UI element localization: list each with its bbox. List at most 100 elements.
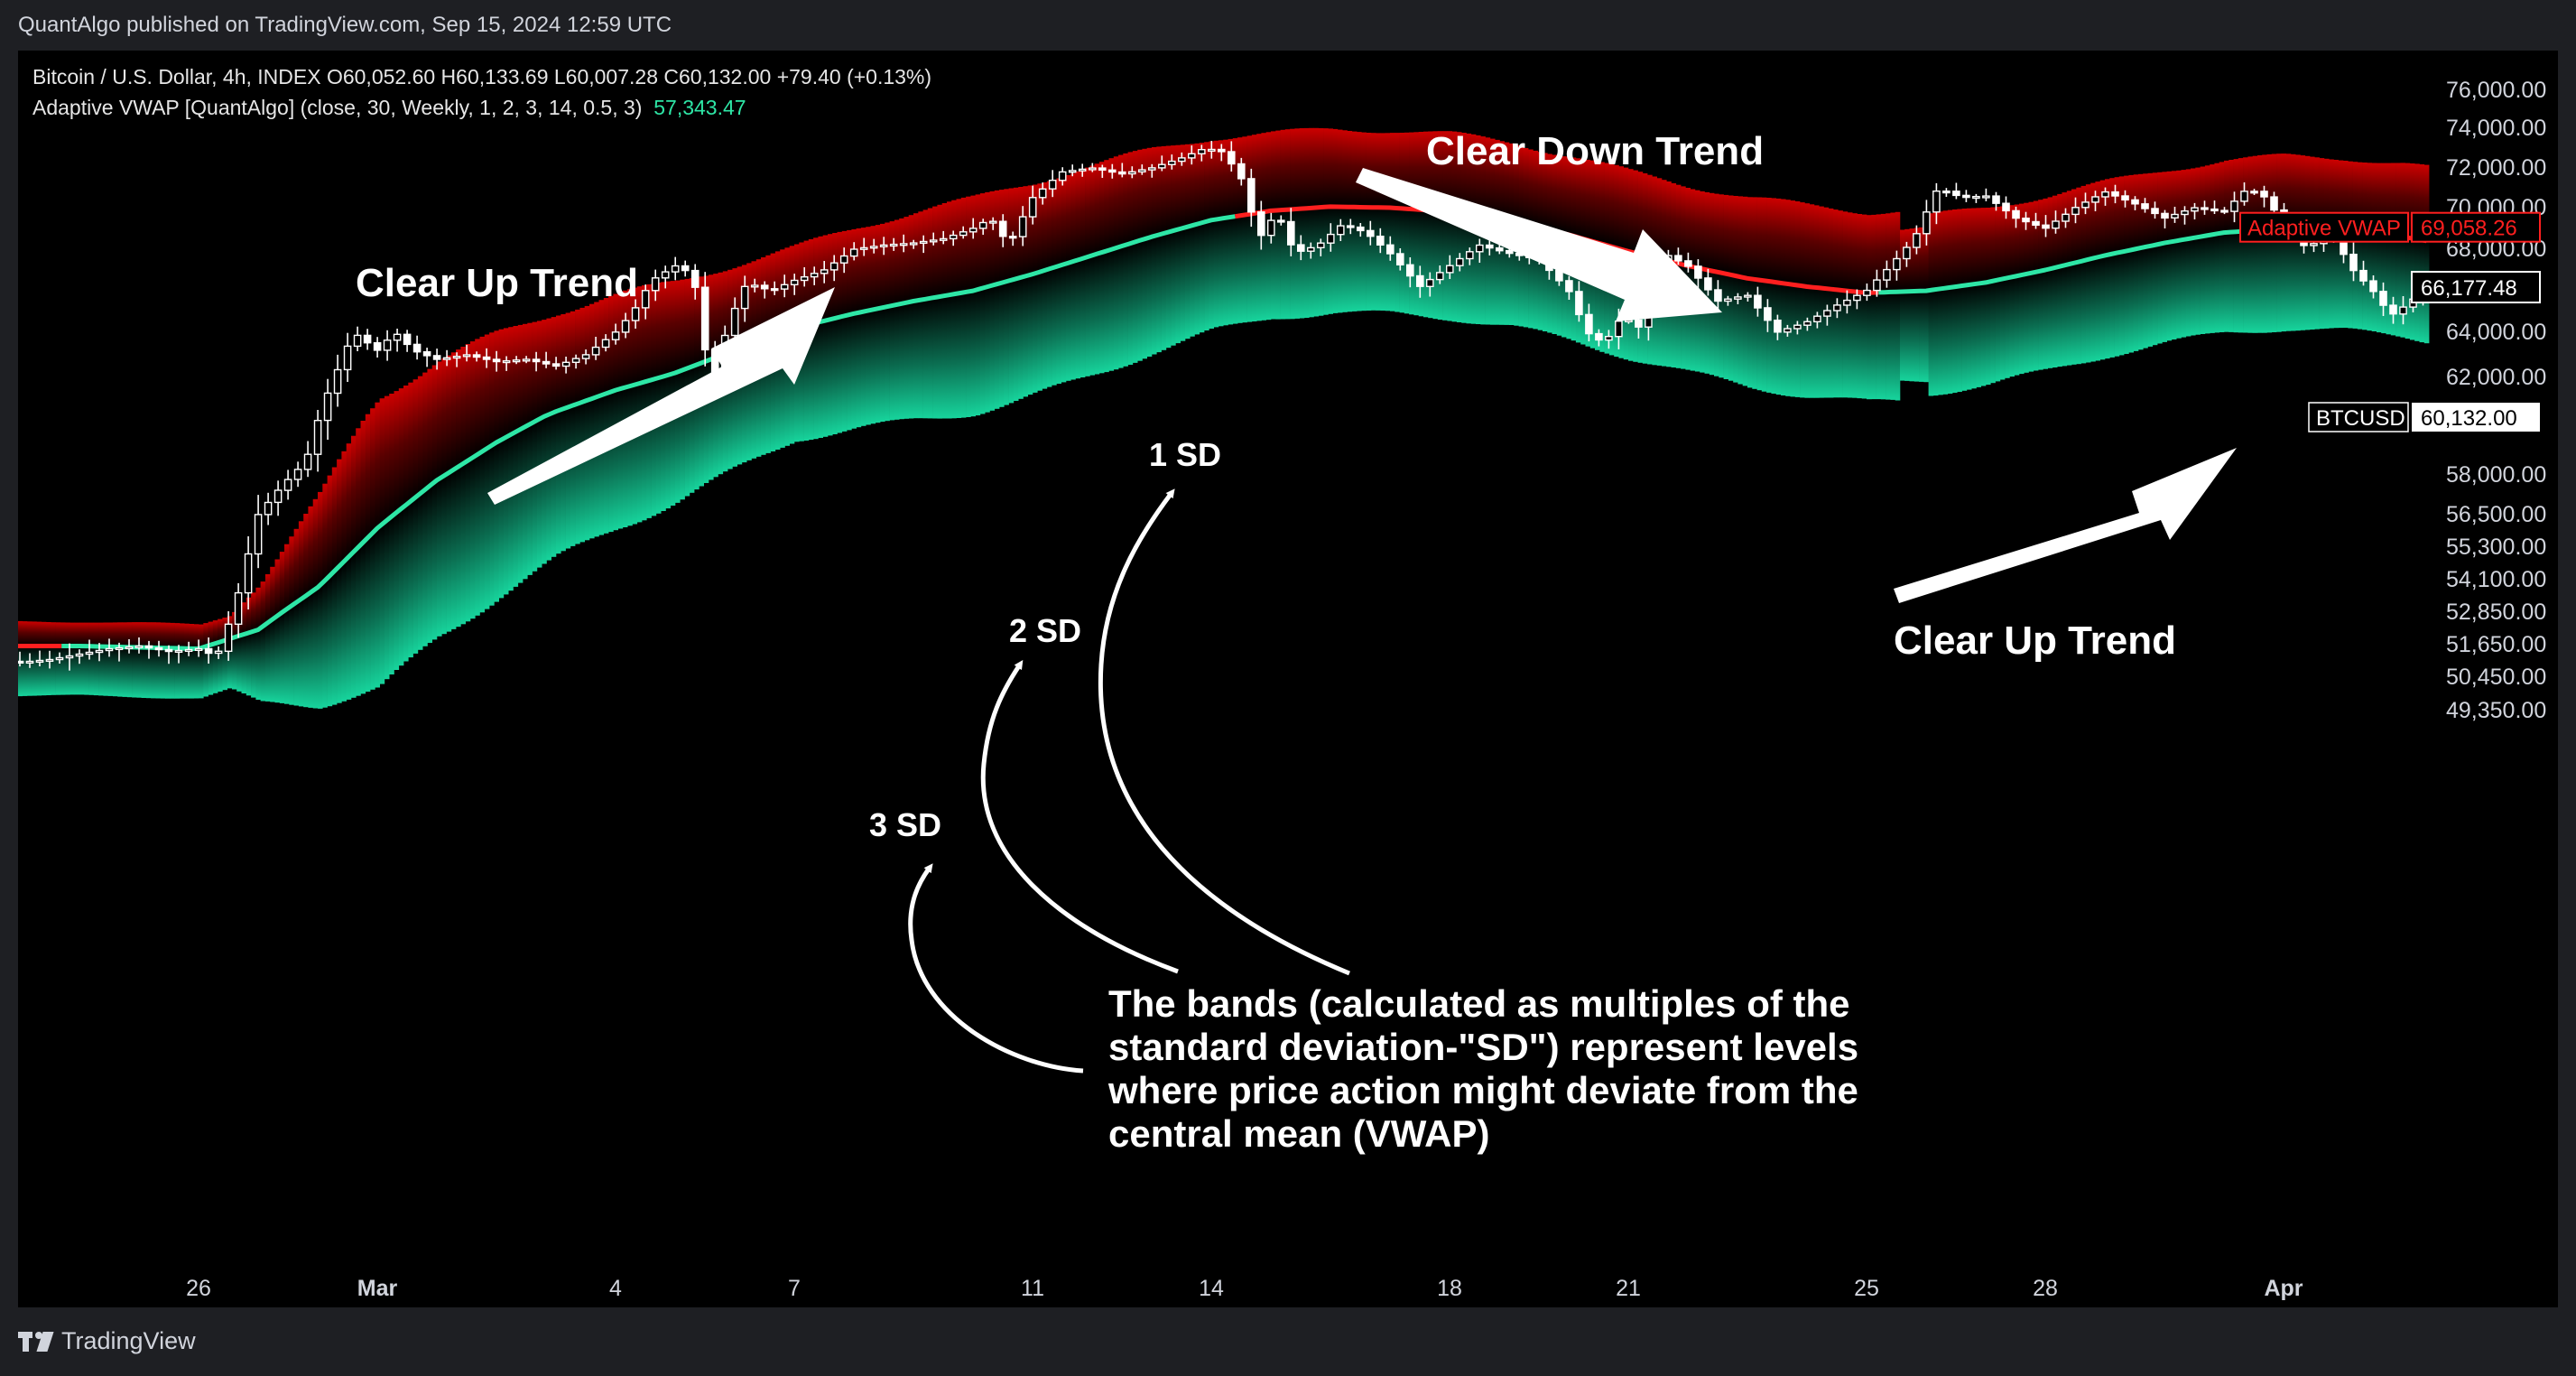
lower-band-column [508,435,514,591]
upper-band-column [160,622,166,648]
lower-band-column [675,373,681,503]
lower-band-column [2033,272,2039,371]
upper-band-column [1232,138,1238,218]
lower-band-column [523,428,528,580]
upper-band-column [1737,196,1743,276]
chart-frame[interactable]: Bitcoin / U.S. Dollar, 4h, INDEX O60,052… [18,51,2558,1307]
upper-band-column [1618,166,1624,249]
candle-body [174,649,183,653]
upper-band-column [274,559,281,618]
lower-band-column [1756,279,1763,391]
upper-band-column [527,322,533,426]
lower-band-column [1909,291,1915,382]
upper-band-column [1938,211,1943,290]
lower-band-column [1514,221,1519,326]
upper-band-column [1223,139,1228,218]
lower-band-column [1537,227,1543,330]
lower-band-column [308,594,313,708]
lower-band-column [1489,217,1496,325]
upper-band-column [417,376,423,496]
upper-band-column [203,623,208,647]
price-tick-label: 52,850.00 [2446,600,2546,625]
lower-band-column [1280,209,1286,320]
upper-band-column [93,622,99,646]
lower-band-column [1061,265,1067,383]
lower-band-column [2133,249,2139,351]
candle-body [1505,249,1514,255]
lower-band-column [199,648,204,699]
upper-band-column [165,622,171,648]
upper-band-column [32,621,37,646]
lower-band-column [1476,215,1481,324]
candle-body [1376,235,1385,246]
upper-band-column [398,388,404,511]
symbol-legend[interactable]: Bitcoin / U.S. Dollar, 4h, INDEX O60,052… [32,65,932,88]
candle-body [1048,179,1057,190]
candle-body [442,357,451,360]
lower-band-column [218,642,223,692]
lower-band-column [26,646,32,696]
lower-band-column [341,563,347,702]
upper-band-column [1357,132,1362,208]
candle-body [2091,196,2099,203]
time-tick-label: 11 [1021,1276,1044,1301]
lower-band-column [1880,292,1886,400]
candle-body [303,453,312,470]
upper-band-column [1142,148,1147,240]
upper-band-column [1752,197,1757,279]
price-chart[interactable]: Clear Up Trend Clear Down Trend Clear Up T… [18,51,2558,1307]
lower-band-column [1794,284,1801,397]
upper-band-column [1165,145,1172,233]
lower-band-column [189,648,194,699]
upper-band-column [1280,129,1286,210]
lower-band-column [1232,217,1238,324]
candle-body [978,221,987,229]
upper-band-column [841,230,848,317]
indicator-legend[interactable]: Adaptive VWAP [QuantAlgo] (close, 30, We… [32,92,931,123]
upper-band-column [1395,133,1400,209]
upper-band-column [1013,187,1019,280]
lower-band-column [1618,248,1624,358]
candle-body [353,334,362,348]
lower-band-column [1761,280,1767,392]
upper-band-column [680,279,685,371]
lower-band-column [1171,231,1176,346]
upper-band-column [1589,160,1596,241]
upper-band-column [251,592,256,632]
upper-band-column [351,435,357,554]
lower-band-column [1342,207,1348,312]
lower-band-column [527,425,533,575]
lower-band-column [117,646,123,697]
lower-band-column [1852,291,1858,398]
candle-body [1435,272,1444,281]
lower-band-column [1261,212,1266,321]
lower-band-column [1571,235,1577,341]
upper-band-column [737,266,743,349]
upper-band-column [956,199,962,294]
candle-body [2022,217,2030,223]
upper-band-column [2076,187,2081,263]
lower-band-column [193,648,199,699]
lower-band-column [417,495,423,650]
candle-body [2181,209,2189,216]
upper-band-column [1656,178,1663,258]
candle-body [760,284,769,290]
upper-band-column [289,536,294,608]
lower-band-column [470,459,476,619]
lower-band-column [2099,256,2106,360]
upper-band-column [1900,229,1905,293]
candle-body [1296,244,1305,252]
tradingview-logo[interactable]: TradingView [18,1327,196,1355]
upper-band-column [498,329,505,442]
upper-band-column [1813,205,1820,288]
upper-band-column [189,624,194,649]
lower-band-column [594,397,599,537]
upper-band-column [2066,191,2072,265]
upper-band-column [1504,142,1510,220]
candle-body [1863,289,1871,296]
candle-body [2141,203,2149,209]
candle-body [214,650,223,655]
lower-band-column [1023,276,1028,397]
upper-band-column [437,361,442,480]
lower-band-column [1694,267,1700,372]
